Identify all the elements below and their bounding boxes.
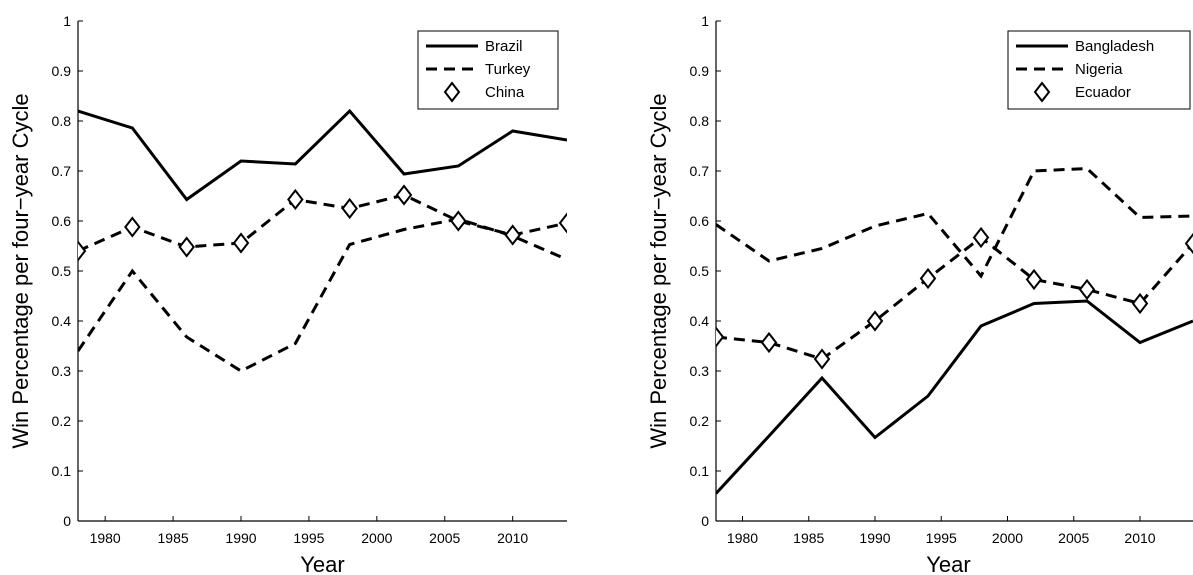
series-line-bangladesh <box>716 299 1193 495</box>
x-tick-label: 1980 <box>727 530 758 546</box>
series-line-nigeria <box>716 166 1193 279</box>
series-line-turkey <box>78 217 567 373</box>
chart-panel-2: 0 0.1 0.2 0.3 0.4 0.5 0.6 0.7 0.8 0.9 1 1980 1985 199… <box>646 13 1193 575</box>
y-tick-label: 0 <box>63 513 71 529</box>
data-point-ecuador <box>866 310 884 332</box>
y-tick-label: 0.8 <box>690 113 710 129</box>
x-axis-title: Year <box>926 552 970 575</box>
series-line-china <box>78 193 567 253</box>
x-tick-label: 1995 <box>926 530 957 546</box>
y-axis-title: Win Percentage per four−year Cycle <box>646 93 671 448</box>
x-tick-label: 2010 <box>497 530 528 546</box>
y-tick-label: 1 <box>701 13 709 29</box>
x-tick-label: 1990 <box>859 530 890 546</box>
legend: Bangladesh Nigeria Ecuador <box>1007 30 1191 110</box>
x-tick-label: 1980 <box>90 530 121 546</box>
x-tick-label: 1995 <box>293 530 324 546</box>
x-axis-title: Year <box>300 552 344 575</box>
data-point-china <box>504 224 521 246</box>
legend-marker-china <box>443 81 461 103</box>
legend-marker-ecuador <box>1033 81 1051 103</box>
data-point-ecuador <box>1184 232 1193 255</box>
y-tick-label: 0.5 <box>690 263 710 279</box>
y-tick-label: 0.2 <box>52 413 72 429</box>
y-tick-label: 1 <box>63 13 71 29</box>
legend-label-turkey: Turkey <box>485 61 531 78</box>
y-tick-label: 0.5 <box>52 263 72 279</box>
x-tick-label: 2005 <box>1058 530 1089 546</box>
series-line-brazil <box>78 108 567 202</box>
y-tick-label: 0.4 <box>52 313 72 329</box>
data-point-china <box>450 210 467 232</box>
x-tick-label: 2010 <box>1124 530 1155 546</box>
legend-label-nigeria: Nigeria <box>1075 61 1123 78</box>
data-point-ecuador <box>972 226 990 249</box>
x-tick-label: 1985 <box>793 530 824 546</box>
y-tick-label: 0.3 <box>690 363 710 379</box>
data-point-ecuador <box>716 326 725 348</box>
y-tick-label: 0.7 <box>690 163 710 179</box>
data-point-ecuador <box>1025 268 1043 291</box>
data-point-ecuador <box>1078 278 1096 301</box>
y-tick-label: 0.1 <box>52 463 72 479</box>
data-point-china <box>287 188 304 211</box>
legend-box <box>417 30 559 110</box>
x-tick-label: 2000 <box>992 530 1023 546</box>
data-point-china <box>341 197 358 220</box>
y-tick-label: 0.1 <box>690 463 710 479</box>
legend: Brazil Turkey China <box>417 30 559 110</box>
data-point-ecuador <box>813 348 831 370</box>
y-tick-label: 0.2 <box>690 413 710 429</box>
data-point-china <box>78 240 87 262</box>
legend-label-brazil: Brazil <box>485 38 523 55</box>
data-point-ecuador <box>1131 292 1149 315</box>
y-tick-label: 0.8 <box>52 113 72 129</box>
y-axis-title: Win Percentage per four−year Cycle <box>8 93 33 448</box>
plot-area <box>716 166 1193 495</box>
data-point-china <box>395 184 413 206</box>
y-tick-label: 0.7 <box>52 163 72 179</box>
x-tick-label: 1990 <box>225 530 256 546</box>
y-tick-label: 0.3 <box>52 363 72 379</box>
data-point-china <box>124 216 141 238</box>
y-tick-label: 0.9 <box>690 63 710 79</box>
y-tick-label: 0.4 <box>690 313 710 329</box>
legend-label-bangladesh: Bangladesh <box>1075 38 1154 55</box>
x-tick-label: 2000 <box>361 530 392 546</box>
plot-area <box>78 108 567 373</box>
data-point-china <box>178 236 195 258</box>
legend-label-china: China <box>485 84 525 101</box>
data-point-china <box>558 212 567 234</box>
y-tick-label: 0.9 <box>52 63 72 79</box>
legend-label-ecuador: Ecuador <box>1075 84 1131 101</box>
y-tick-label: 0.6 <box>52 213 72 229</box>
data-point-china <box>232 232 250 254</box>
data-point-ecuador <box>760 331 778 354</box>
series-line-ecuador <box>716 235 1193 361</box>
x-tick-label: 2005 <box>429 530 460 546</box>
y-tick-label: 0 <box>701 513 709 529</box>
data-point-ecuador <box>919 267 937 290</box>
y-tick-label: 0.6 <box>690 213 710 229</box>
x-tick-label: 1985 <box>158 530 189 546</box>
chart-panel-1: 0 0.1 0.2 0.3 0.4 0.5 0.6 0.7 0.8 0.9 1 1980 1985 199… <box>8 13 567 575</box>
